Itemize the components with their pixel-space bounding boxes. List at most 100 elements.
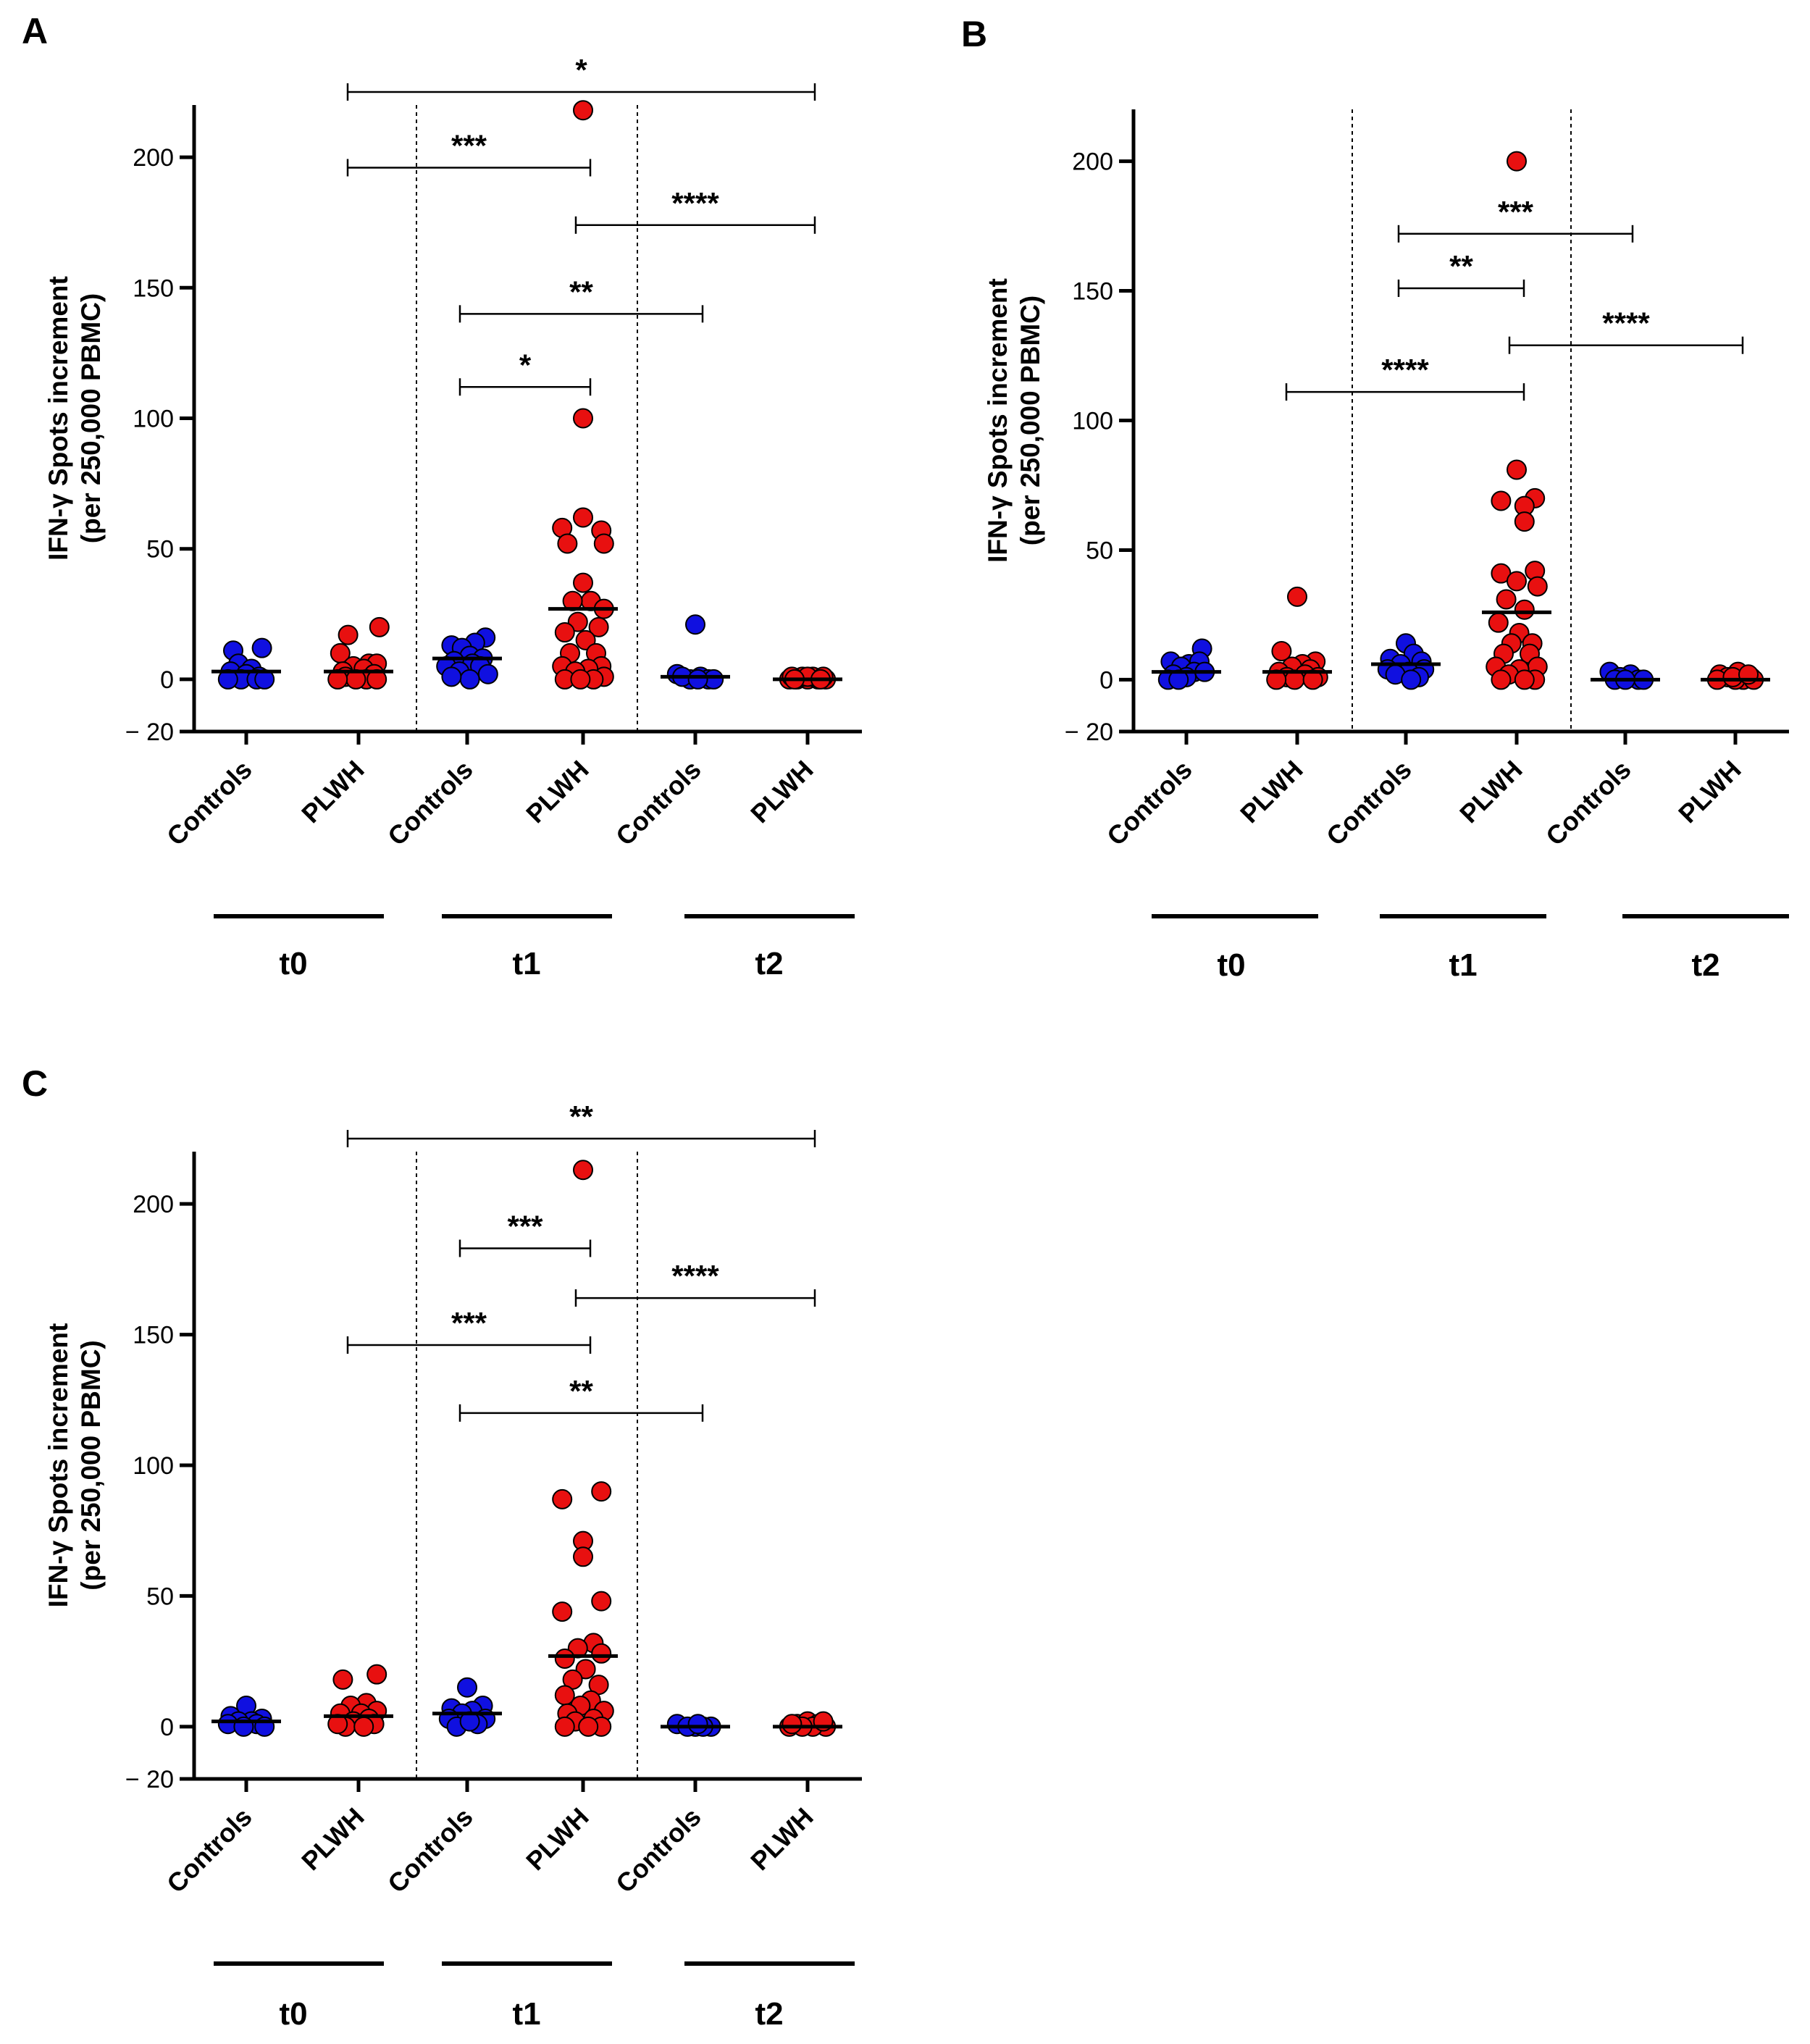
data-point bbox=[573, 1546, 593, 1567]
x-tick-label: PLWH bbox=[1234, 755, 1309, 829]
data-point bbox=[573, 507, 593, 528]
data-point bbox=[1514, 599, 1535, 620]
data-point bbox=[782, 1714, 803, 1735]
data-point bbox=[1507, 571, 1527, 592]
y-tick-label: 50 bbox=[1086, 537, 1113, 564]
y-axis-label: (per 250,000 PBMC) bbox=[76, 293, 106, 543]
panel-letter: A bbox=[22, 11, 48, 51]
group-label: t0 bbox=[1217, 947, 1245, 983]
group-label: t1 bbox=[1449, 947, 1477, 983]
data-point bbox=[591, 1591, 612, 1612]
group-label: t1 bbox=[512, 1996, 540, 2032]
y-axis-label: IFN-γ Spots increment bbox=[983, 278, 1013, 563]
x-tick-label: PLWH bbox=[296, 1802, 370, 1877]
significance-label: **** bbox=[1602, 306, 1650, 340]
x-tick-label: Controls bbox=[1320, 755, 1417, 852]
x-tick-label: Controls bbox=[161, 1802, 258, 1899]
x-tick-label: Controls bbox=[382, 755, 479, 852]
y-tick-label: 200 bbox=[133, 144, 174, 172]
significance-label: **** bbox=[1381, 353, 1429, 387]
panel-a: A − 20 0 50 100 150 200 IFN-γ Spots increment (p… bbox=[22, 11, 862, 981]
y-tick-label: 0 bbox=[160, 666, 174, 694]
significance-label: **** bbox=[671, 1259, 719, 1293]
data-point bbox=[593, 533, 614, 554]
x-tick-label: PLWH bbox=[1672, 755, 1747, 829]
x-tick-label: PLWH bbox=[520, 1802, 595, 1877]
y-tick-label: 150 bbox=[133, 275, 174, 302]
data-point bbox=[554, 1649, 575, 1670]
y-tick-label: 200 bbox=[133, 1191, 174, 1218]
panel-letter: B bbox=[961, 14, 987, 54]
x-tick-label: Controls bbox=[161, 755, 258, 852]
x-tick-label: PLWH bbox=[296, 755, 370, 829]
significance-label: ** bbox=[569, 1374, 593, 1408]
data-point bbox=[338, 624, 359, 645]
panel-letter: C bbox=[22, 1063, 48, 1104]
data-point bbox=[332, 1669, 353, 1690]
data-point bbox=[441, 666, 462, 687]
data-point bbox=[1287, 586, 1307, 607]
data-point bbox=[1514, 511, 1535, 532]
x-tick-label: Controls bbox=[610, 1802, 707, 1899]
data-point bbox=[578, 1716, 599, 1737]
y-tick-label: 0 bbox=[1099, 666, 1113, 694]
x-tick-label: PLWH bbox=[1454, 755, 1528, 829]
data-point bbox=[1491, 490, 1512, 511]
data-point bbox=[1527, 576, 1548, 597]
data-point bbox=[687, 669, 708, 690]
data-point bbox=[251, 637, 272, 658]
data-point bbox=[687, 1714, 708, 1735]
data-point bbox=[1488, 612, 1509, 633]
data-point bbox=[573, 572, 593, 593]
data-point bbox=[1496, 589, 1517, 610]
data-point bbox=[554, 622, 575, 643]
y-axis-label: (per 250,000 PBMC) bbox=[76, 1340, 106, 1590]
data-point bbox=[557, 533, 578, 554]
y-tick-label: 100 bbox=[1072, 408, 1113, 435]
data-point bbox=[1507, 459, 1527, 480]
data-point bbox=[573, 100, 593, 121]
y-axis-label: (per 250,000 PBMC) bbox=[1015, 296, 1045, 545]
data-point bbox=[554, 1716, 575, 1737]
group-label: t1 bbox=[512, 946, 540, 981]
significance-label: *** bbox=[1498, 195, 1534, 229]
data-point bbox=[588, 616, 609, 637]
y-tick-label: 50 bbox=[146, 536, 174, 564]
y-tick-label: − 20 bbox=[125, 719, 174, 746]
significance-label: ** bbox=[1449, 249, 1473, 283]
significance-label: * bbox=[575, 53, 587, 87]
x-tick-label: Controls bbox=[382, 1802, 479, 1899]
data-point bbox=[1507, 151, 1527, 172]
data-point bbox=[573, 1160, 593, 1181]
group-label: t0 bbox=[279, 1996, 307, 2032]
panel-b: B − 20 0 50 100 150 200 IFN-γ Spots increment (p… bbox=[961, 14, 1789, 983]
significance-label: *** bbox=[451, 129, 487, 163]
x-tick-label: PLWH bbox=[745, 755, 819, 829]
y-tick-label: 200 bbox=[1072, 148, 1113, 176]
x-tick-label: PLWH bbox=[520, 755, 595, 829]
data-point bbox=[552, 1488, 573, 1509]
data-point bbox=[1271, 641, 1292, 662]
y-tick-label: 100 bbox=[133, 1452, 174, 1480]
x-tick-label: PLWH bbox=[745, 1802, 819, 1877]
data-point bbox=[459, 669, 480, 690]
y-tick-label: 0 bbox=[160, 1714, 174, 1741]
data-point bbox=[570, 669, 591, 690]
data-point bbox=[685, 614, 705, 635]
group-label: t0 bbox=[279, 946, 307, 981]
y-tick-label: 150 bbox=[1072, 278, 1113, 306]
panel-c: C − 20 0 50 100 150 200 IFN-γ Spots increment (p… bbox=[22, 1063, 862, 2032]
group-label: t2 bbox=[755, 1996, 783, 2032]
x-tick-label: Controls bbox=[610, 755, 707, 852]
x-tick-label: Controls bbox=[1101, 755, 1198, 852]
y-axis-label: IFN-γ Spots increment bbox=[43, 1323, 73, 1608]
y-tick-label: 50 bbox=[146, 1583, 174, 1610]
y-tick-label: 100 bbox=[133, 406, 174, 433]
data-point bbox=[366, 1664, 387, 1685]
x-tick-label: Controls bbox=[1540, 755, 1637, 852]
significance-label: **** bbox=[671, 186, 719, 220]
significance-label: *** bbox=[451, 1306, 487, 1340]
data-point bbox=[353, 1716, 374, 1737]
data-point bbox=[1514, 669, 1535, 690]
